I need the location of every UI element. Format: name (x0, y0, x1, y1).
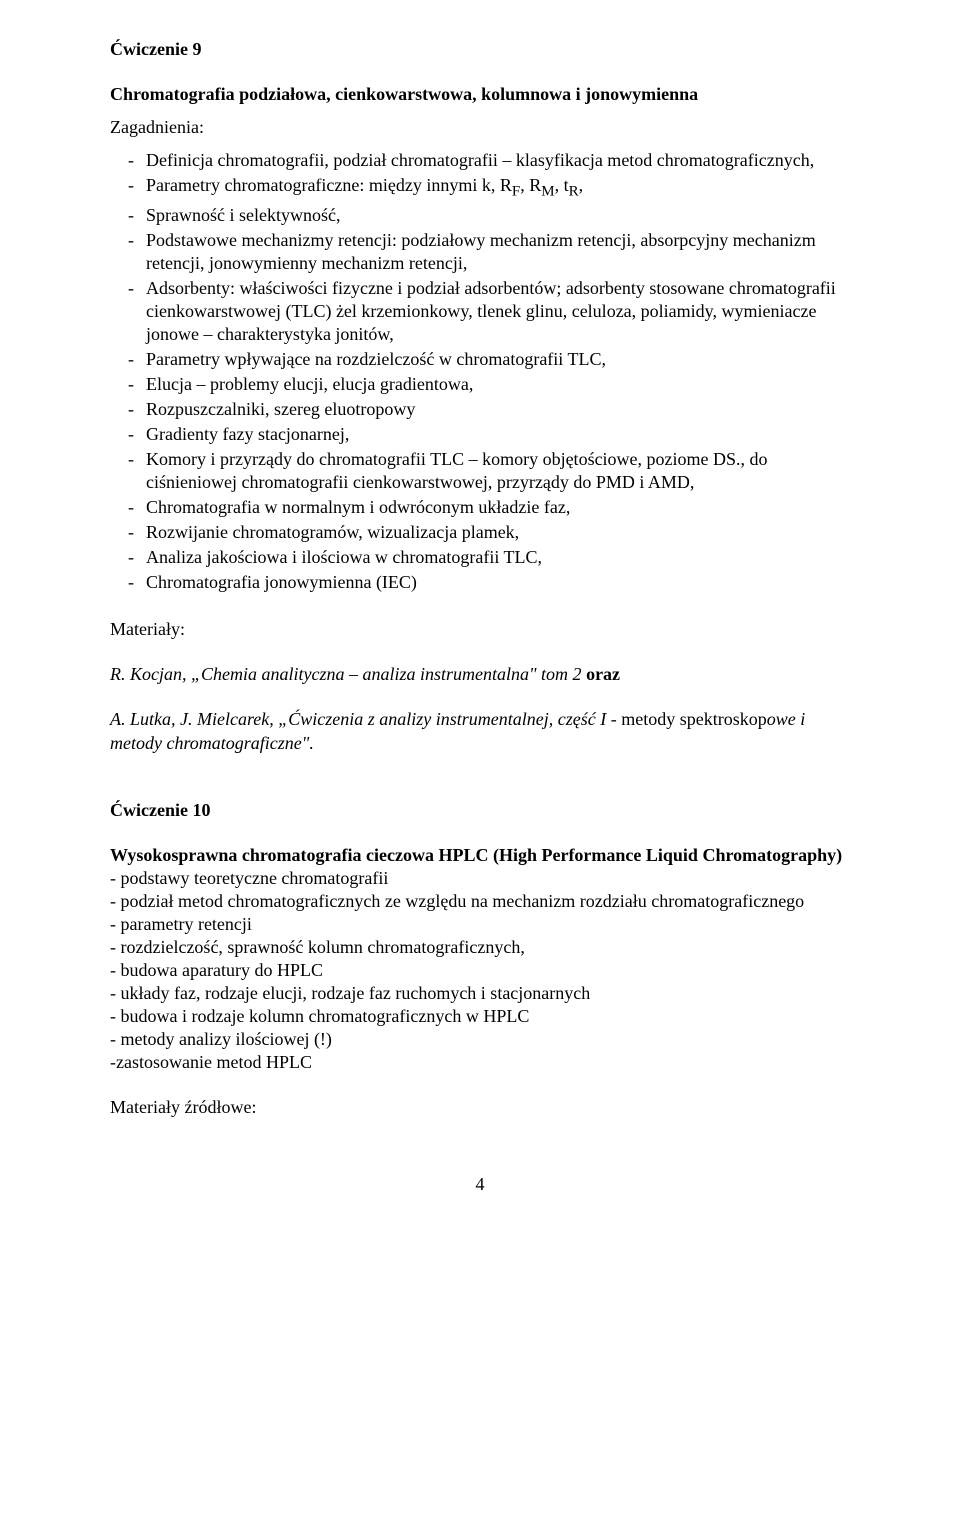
ex10-line: - metody analizy ilościowej (!) (110, 1028, 850, 1051)
ex10-line: - układy faz, rodzaje elucji, rodzaje fa… (110, 982, 850, 1005)
ex9-item: Adsorbenty: właściwości fizyczne i podzi… (110, 277, 850, 346)
ex9-item: Chromatografia jonowymienna (IEC) (110, 571, 850, 594)
ex10-line: - budowa aparatury do HPLC (110, 959, 850, 982)
ex9-item: Rozpuszczalniki, szereg eluotropowy (110, 398, 850, 421)
ex9-reference-1: R. Kocjan, „Chemia analityczna – analiza… (110, 663, 850, 686)
ex10-line: - budowa i rodzaje kolumn chromatografic… (110, 1005, 850, 1028)
ex9-materialy-label: Materiały: (110, 618, 850, 641)
ex9-item: Analiza jakościowa i ilościowa w chromat… (110, 546, 850, 569)
ex9-item: Rozwijanie chromatogramów, wizualizacja … (110, 521, 850, 544)
ex9-item: Chromatografia w normalnym i odwróconym … (110, 496, 850, 519)
ex10-materialy-label: Materiały źródłowe: (110, 1096, 850, 1119)
ex9-zagadnienia-label: Zagadnienia: (110, 116, 850, 139)
ex9-item-list: Definicja chromatografii, podział chroma… (110, 149, 850, 594)
ex10-line: - podział metod chromatograficznych ze w… (110, 890, 850, 913)
ex10-title: Wysokosprawna chromatografia cieczowa HP… (110, 844, 850, 867)
ex9-item: Gradienty fazy stacjonarnej, (110, 423, 850, 446)
ex9-item: Parametry wpływające na rozdzielczość w … (110, 348, 850, 371)
ex9-reference-2: A. Lutka, J. Mielcarek, „Ćwiczenia z ana… (110, 708, 850, 754)
ex9-item: Podstawowe mechanizmy retencji: podziało… (110, 229, 850, 275)
ex10-line: - parametry retencji (110, 913, 850, 936)
ex9-heading: Ćwiczenie 9 (110, 38, 850, 61)
ex10-line: -zastosowanie metod HPLC (110, 1051, 850, 1074)
page-number: 4 (110, 1173, 850, 1196)
ex10-line: - podstawy teoretyczne chromatografii (110, 867, 850, 890)
ex9-item: Definicja chromatografii, podział chroma… (110, 149, 850, 172)
ex9-title: Chromatografia podziałowa, cienkowarstwo… (110, 83, 850, 106)
ex9-item: Sprawność i selektywność, (110, 204, 850, 227)
ex9-item: Komory i przyrządy do chromatografii TLC… (110, 448, 850, 494)
ex9-item: Elucja – problemy elucji, elucja gradien… (110, 373, 850, 396)
ex9-item: Parametry chromatograficzne: między inny… (110, 174, 850, 202)
ex10-line: - rozdzielczość, sprawność kolumn chroma… (110, 936, 850, 959)
ex10-heading: Ćwiczenie 10 (110, 799, 850, 822)
